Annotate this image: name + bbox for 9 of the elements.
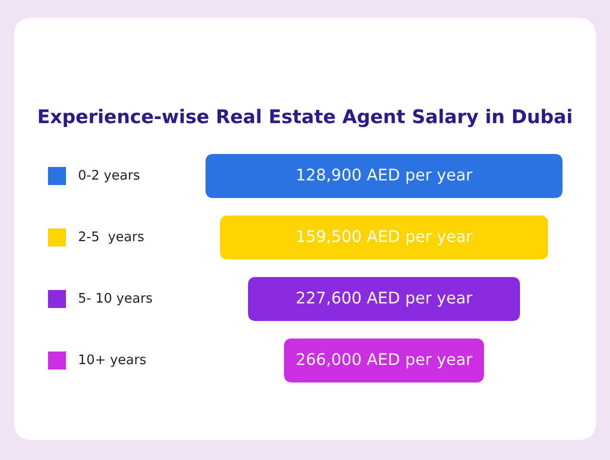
category-label: 0-2 years — [78, 170, 140, 182]
category-label: 5- 10 years — [79, 292, 152, 306]
category-label: 2-5 years — [78, 231, 144, 244]
data-label: 128,900 AED per year — [297, 168, 472, 184]
category-label: 10+ years — [79, 354, 146, 367]
data-label: 159,500 AED per year — [297, 230, 472, 246]
data-label: 227,600 AED per year — [296, 292, 472, 307]
data-label: 266,000 AED per year — [296, 353, 472, 368]
text: Experience-wise Real Estate Agent Salary in Dubai — [38, 108, 572, 128]
